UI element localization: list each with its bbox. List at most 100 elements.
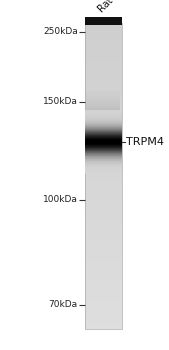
Bar xyxy=(84,270,122,271)
Bar xyxy=(86,104,120,105)
Bar xyxy=(84,69,122,71)
Bar xyxy=(84,180,122,181)
Bar xyxy=(84,206,122,208)
Bar xyxy=(84,170,122,171)
Bar xyxy=(86,105,120,106)
Bar xyxy=(84,182,122,183)
Bar xyxy=(84,128,122,129)
Bar xyxy=(84,274,122,275)
Bar xyxy=(84,68,122,70)
Bar xyxy=(84,210,122,212)
Bar xyxy=(84,92,122,93)
Bar xyxy=(84,127,122,128)
Bar xyxy=(84,123,122,124)
Bar xyxy=(86,123,120,124)
Bar xyxy=(84,190,122,191)
Bar xyxy=(84,66,122,68)
Bar xyxy=(84,77,122,79)
Bar xyxy=(84,78,122,80)
Bar xyxy=(84,285,122,286)
Bar xyxy=(86,134,120,135)
Bar xyxy=(86,137,120,138)
Bar xyxy=(84,143,122,144)
Bar xyxy=(84,145,122,146)
Bar xyxy=(84,124,122,125)
Bar xyxy=(84,131,122,132)
Bar xyxy=(84,118,122,120)
Bar xyxy=(84,76,122,77)
Bar xyxy=(86,94,120,95)
Bar xyxy=(86,131,120,132)
Bar xyxy=(84,293,122,294)
Bar xyxy=(84,148,122,149)
Bar xyxy=(86,96,120,97)
Bar xyxy=(84,128,122,130)
Bar xyxy=(84,291,122,292)
Bar xyxy=(86,110,120,111)
Bar xyxy=(84,169,122,171)
Bar xyxy=(84,272,122,273)
Bar xyxy=(84,135,122,136)
Bar xyxy=(86,105,120,106)
Bar xyxy=(84,141,122,142)
Bar xyxy=(84,102,122,103)
Bar xyxy=(86,128,120,129)
Bar xyxy=(84,141,122,142)
Bar xyxy=(84,294,122,295)
Bar xyxy=(84,205,122,206)
Text: 150kDa: 150kDa xyxy=(43,97,78,106)
Bar xyxy=(84,257,122,259)
Bar xyxy=(86,118,120,119)
Bar xyxy=(84,146,122,147)
Bar xyxy=(84,94,122,95)
Bar xyxy=(84,200,122,201)
Bar xyxy=(86,108,120,109)
Bar xyxy=(84,168,122,169)
Bar xyxy=(84,137,122,138)
Bar xyxy=(84,79,122,81)
Bar xyxy=(84,164,122,165)
Bar xyxy=(84,42,122,43)
Bar xyxy=(84,323,122,325)
Bar xyxy=(86,116,120,117)
Bar xyxy=(84,27,122,28)
Bar xyxy=(84,162,122,163)
Bar xyxy=(84,150,122,151)
Bar xyxy=(84,172,122,173)
Bar xyxy=(84,140,122,141)
Bar xyxy=(84,34,122,35)
Bar xyxy=(84,203,122,204)
Bar xyxy=(84,317,122,319)
Bar xyxy=(84,172,122,173)
Bar xyxy=(84,165,122,166)
Bar xyxy=(86,99,120,100)
Bar xyxy=(84,47,122,48)
Bar xyxy=(84,273,122,274)
Bar xyxy=(84,243,122,244)
Bar xyxy=(84,67,122,69)
Bar xyxy=(84,197,122,198)
Bar xyxy=(84,175,122,176)
Bar xyxy=(84,212,122,214)
Bar xyxy=(84,199,122,200)
Bar xyxy=(84,318,122,320)
Bar xyxy=(84,48,122,49)
Bar xyxy=(84,174,122,175)
Bar xyxy=(84,119,122,120)
Bar xyxy=(84,224,122,225)
Bar xyxy=(84,267,122,269)
Bar xyxy=(84,36,122,37)
Bar xyxy=(84,239,122,240)
Bar xyxy=(84,125,122,126)
Bar xyxy=(86,107,120,108)
Bar xyxy=(84,53,122,54)
Bar xyxy=(84,170,122,172)
Bar xyxy=(84,258,122,260)
Bar xyxy=(84,117,122,119)
Bar xyxy=(86,132,120,133)
Bar xyxy=(86,108,120,110)
Bar xyxy=(84,83,122,84)
Bar xyxy=(84,278,122,279)
Bar xyxy=(84,246,122,247)
Bar xyxy=(86,128,120,129)
